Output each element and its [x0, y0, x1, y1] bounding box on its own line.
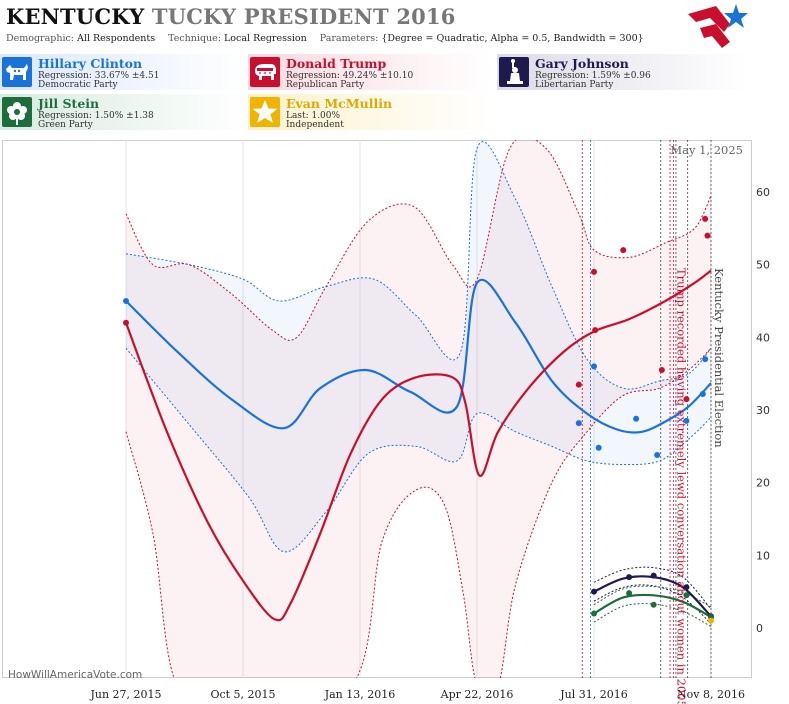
candidate-name: Gary Johnson [535, 56, 629, 71]
demographic-value: All Respondents [77, 33, 156, 44]
candidate-name: Donald Trump [286, 56, 387, 71]
trend-line-donald-trump [124, 269, 712, 622]
data-point-jill-stein [650, 601, 657, 608]
poll-chart: 0 10 20 30 40 50 60 Jun 27, 2015 Oct 5, 2015 Jan … [0, 138, 789, 704]
parameters-value: {Degree = Quadratic, Alpha = 0.5, Bandwi… [381, 33, 644, 44]
y-tick-label: 30 [756, 404, 770, 417]
data-point-gary-johnson [650, 572, 657, 579]
candidate-stat: Last: 1.00% [286, 111, 341, 121]
flower-icon [2, 97, 32, 127]
data-point-hillary-clinton [702, 356, 709, 363]
parameters-label: Parameters: [319, 33, 379, 44]
y-tick-label: 60 [756, 186, 770, 199]
candidate-card-mcmullin[interactable]: Evan McMullin Last: 1.00% Independent [248, 94, 494, 130]
star-icon [250, 97, 280, 127]
title-race: TUCKY PRESIDENT 2016 [151, 4, 456, 29]
parameter-line: Demographic: All Respondents Technique: … [6, 33, 644, 44]
candidate-stat: Regression: 33.67% ±4.51 [38, 71, 160, 81]
trend-line-gary-johnson [593, 575, 712, 618]
watermark-text: HowWillAmericaVote.com [8, 669, 142, 681]
band-hillary-clinton [126, 141, 711, 552]
chart-canvas: 0 10 20 30 40 50 60 Jun 27, 2015 Oct 5, 2015 Jan … [2, 140, 770, 704]
y-tick-label: 50 [756, 259, 770, 272]
annotation-text: Trump recorded having extremely lewd con… [675, 268, 689, 704]
data-point-jill-stein [626, 590, 633, 597]
data-point-hillary-clinton [595, 444, 602, 451]
data-point-hillary-clinton [591, 363, 597, 370]
upper-bound-jill-stein [593, 585, 712, 608]
candidate-party: Libertarian Party [535, 80, 614, 90]
data-point-hillary-clinton [123, 298, 129, 304]
x-tick-label: Jul 31, 2016 [559, 688, 628, 701]
data-point-hillary-clinton [683, 417, 690, 424]
x-tick-label: Oct 5, 2015 [210, 688, 275, 701]
candidate-stat: Regression: 1.59% ±0.96 [535, 71, 651, 81]
data-point-jill-stein [683, 592, 690, 599]
candidate-card-clinton[interactable]: Hillary Clinton Regression: 33.67% ±4.51… [0, 54, 246, 90]
trend-line-hillary-clinton [125, 278, 712, 434]
candidate-party: Independent [286, 120, 344, 130]
x-tick-label: Apr 22, 2016 [440, 688, 514, 701]
plot-area [123, 140, 714, 678]
data-point-gary-johnson [591, 588, 597, 595]
chart-date-label: May 1, 2025 [670, 143, 743, 157]
y-tick-label: 20 [756, 477, 770, 490]
band-donald-trump [126, 140, 711, 678]
candidate-stat: Regression: 49.24% ±10.10 [286, 71, 414, 81]
data-point-donald-trump [575, 381, 582, 388]
y-tick-label: 0 [756, 622, 763, 635]
data-point-gary-johnson [626, 574, 633, 581]
site-logo-icon[interactable] [686, 2, 752, 50]
candidate-name: Evan McMullin [286, 96, 393, 111]
data-point-donald-trump [592, 327, 599, 334]
candidate-name: Jill Stein [38, 96, 100, 111]
trend-line-jill-stein [593, 593, 712, 619]
data-point-hillary-clinton [654, 452, 661, 459]
title-state: KENTUCKY [6, 4, 145, 29]
x-tick-label: Nov 8, 2016 [677, 688, 745, 701]
demographic-label: Demographic: [6, 33, 75, 44]
data-point-donald-trump [123, 319, 129, 326]
candidate-card-trump[interactable]: Donald Trump Regression: 49.24% ±10.10 R… [248, 54, 494, 90]
candidate-party: Democratic Party [38, 80, 118, 90]
data-point-hillary-clinton [699, 391, 706, 398]
candidate-card-stein[interactable]: Jill Stein Regression: 1.50% ±1.38 Green… [0, 94, 246, 130]
plot-frame [2, 140, 752, 678]
lower-bound-donald-trump [125, 347, 712, 678]
candidate-name: Hillary Clinton [38, 56, 143, 71]
data-point-hillary-clinton [575, 420, 582, 427]
y-tick-label: 10 [756, 549, 770, 562]
data-point-donald-trump [591, 268, 597, 275]
technique-value: Local Regression [224, 33, 307, 44]
donkey-icon [2, 57, 32, 87]
elephant-icon [250, 57, 280, 87]
candidate-card-johnson[interactable]: Gary Johnson Regression: 1.59% ±0.96 Lib… [497, 54, 747, 90]
annotation-text: Kentucky Presidential Election [712, 268, 726, 448]
data-point-donald-trump [683, 396, 690, 403]
x-tick-label: Jun 27, 2015 [89, 688, 161, 701]
data-point-donald-trump [658, 367, 665, 374]
upper-bound-hillary-clinton [125, 141, 712, 390]
liberty-icon [499, 57, 529, 87]
header: KENTUCKY TUCKY PRESIDENT 2016 Demographi… [0, 0, 789, 52]
technique-label: Technique: [168, 33, 221, 44]
data-point-evan-mcmullin [708, 617, 714, 624]
data-point-donald-trump [702, 215, 709, 222]
data-point-jill-stein [591, 610, 597, 617]
page-title: KENTUCKY TUCKY PRESIDENT 2016 [6, 4, 456, 29]
y-tick-label: 40 [756, 331, 770, 344]
candidate-party: Republican Party [286, 80, 365, 90]
data-point-donald-trump [620, 247, 627, 254]
x-tick-label: Jan 13, 2016 [324, 688, 396, 701]
data-point-gary-johnson [683, 584, 690, 591]
upper-bound-gary-johnson [593, 566, 712, 610]
upper-bound-donald-trump [125, 140, 712, 341]
data-point-hillary-clinton [633, 415, 640, 422]
candidate-party: Green Party [38, 120, 93, 130]
data-point-donald-trump [704, 232, 711, 239]
candidate-stat: Regression: 1.50% ±1.38 [38, 111, 154, 121]
